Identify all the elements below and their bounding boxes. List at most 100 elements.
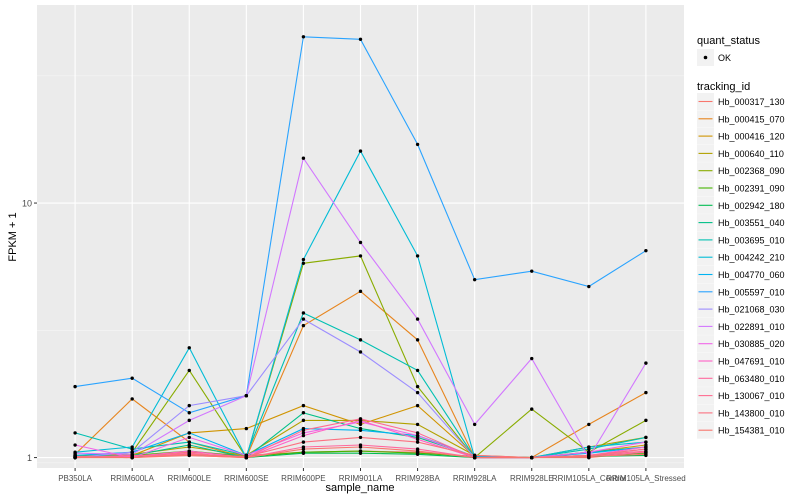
data-point [415, 390, 420, 395]
data-point [73, 431, 77, 435]
legend-series-label: Hb_022891_010 [718, 322, 785, 332]
legend-series-label: Hb_000640_110 [718, 149, 784, 159]
legend-series-label: Hb_143800_010 [718, 408, 785, 418]
data-point [587, 445, 591, 449]
data-point [415, 142, 420, 147]
data-point [415, 437, 420, 441]
data-point [415, 422, 420, 427]
data-point [415, 449, 420, 453]
data-point [415, 368, 420, 373]
legend-series-label: Hb_002391_090 [718, 184, 785, 194]
data-point [187, 418, 191, 423]
data-point [358, 451, 363, 455]
data-point [130, 445, 134, 449]
legend-series-label: Hb_004242_210 [718, 253, 785, 263]
data-point [301, 433, 306, 438]
data-point [530, 269, 534, 273]
data-point [358, 422, 363, 427]
data-point [187, 411, 191, 415]
data-point [187, 368, 191, 373]
data-point [73, 443, 77, 447]
data-point [587, 284, 591, 289]
x-tick-label: RRIM105LA_Control [552, 474, 626, 483]
legend-tracking-title: tracking_id [697, 81, 750, 93]
legend-series-label: Hb_154381_010 [718, 426, 785, 436]
data-point [301, 403, 306, 408]
data-point [587, 450, 591, 454]
data-point [301, 431, 306, 435]
data-point [301, 451, 306, 455]
data-point [244, 426, 249, 431]
data-point [187, 453, 191, 458]
data-point [130, 376, 134, 380]
legend-series-label: Hb_000317_130 [718, 97, 785, 107]
x-tick-label: RRIM928BA [395, 474, 440, 483]
data-point [358, 428, 363, 432]
data-point [358, 417, 363, 421]
data-point [301, 323, 306, 328]
data-point [301, 418, 306, 423]
data-point [358, 149, 363, 153]
legend-series-label: Hb_130067_010 [718, 391, 785, 401]
data-point [187, 403, 191, 408]
legend-point-key [703, 55, 708, 60]
data-point [187, 431, 191, 435]
data-point [301, 156, 306, 160]
data-point [187, 443, 191, 447]
data-point [644, 440, 648, 444]
data-point [301, 428, 306, 432]
data-point [73, 384, 77, 389]
data-point [244, 455, 249, 460]
data-point [301, 261, 306, 265]
data-point [358, 240, 363, 245]
data-point [587, 422, 591, 427]
legend-quant-title: quant_status [697, 35, 760, 47]
x-tick-label: RRIM600SE [224, 474, 268, 483]
data-point [301, 440, 306, 444]
legend-series-label: Hb_005597_010 [718, 287, 785, 297]
data-point [644, 418, 648, 423]
legend-series-label: Hb_063480_010 [718, 374, 785, 384]
data-points [73, 35, 648, 460]
data-point [358, 254, 363, 258]
data-point [472, 277, 477, 282]
x-tick-label: RRIM928LA [453, 474, 497, 483]
data-point [415, 403, 420, 408]
data-point [415, 254, 420, 258]
data-point [644, 447, 648, 451]
data-point [415, 431, 420, 435]
data-point [187, 435, 191, 440]
data-point [301, 35, 306, 39]
data-point [130, 455, 134, 460]
data-point [301, 447, 306, 451]
data-point [415, 440, 420, 444]
data-point [472, 422, 477, 427]
data-point [358, 445, 363, 449]
x-axis-title: sample_name [325, 482, 394, 494]
x-tick-label: RRIM600PE [281, 474, 325, 483]
legend-series-label: Hb_002368_090 [718, 166, 785, 176]
legend: quant_status tracking_id OK Hb_000317_130… [697, 35, 785, 439]
data-point [415, 433, 420, 438]
grid-lines [37, 5, 684, 468]
x-tick-label: RRIM600LE [167, 474, 211, 483]
axes: 1 10 PB350LA RRIM600LA RRIM600LE RRIM600SE RRI… [22, 199, 686, 483]
y-tick-label: 10 [22, 199, 32, 209]
data-point [358, 350, 363, 354]
data-point [73, 455, 77, 460]
data-point [530, 356, 534, 361]
legend-series-label: Hb_003551_040 [718, 218, 785, 228]
data-point [358, 338, 363, 342]
data-point [644, 435, 648, 440]
legend-series-label: Hb_000415_070 [718, 114, 785, 124]
data-point [301, 317, 306, 321]
y-axis-title: FPKM + 1 [7, 212, 19, 261]
x-tick-label: RRIM901LA [339, 474, 383, 483]
data-point [301, 311, 306, 315]
data-point [415, 317, 420, 321]
data-point [415, 384, 420, 389]
data-point [187, 346, 191, 350]
data-point [358, 435, 363, 440]
legend-series-label: Hb_000416_120 [718, 132, 785, 142]
